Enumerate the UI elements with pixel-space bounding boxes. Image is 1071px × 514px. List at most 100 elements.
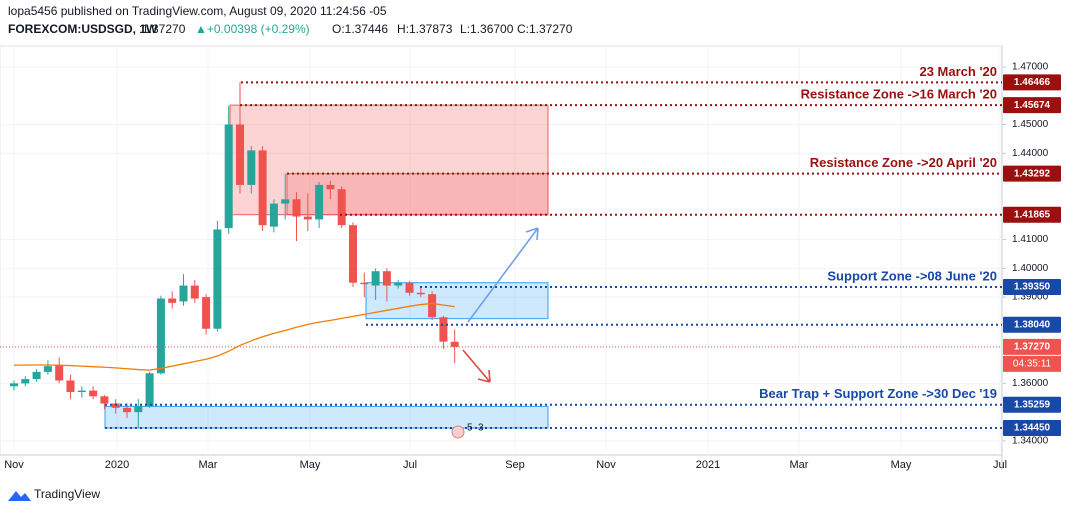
candle-body: [123, 407, 131, 413]
level-label-box: [1003, 338, 1061, 355]
level-label: 1.35259: [1014, 399, 1051, 410]
open: O:1.37446: [332, 22, 388, 36]
candle-body: [428, 294, 437, 318]
candle-body: [134, 406, 143, 413]
y-tick-label: 1.41000: [1012, 234, 1049, 245]
event-count: 3: [478, 423, 484, 434]
candle-body: [236, 124, 244, 185]
candle-body: [32, 371, 41, 380]
candle-body: [371, 271, 380, 286]
candle-body: [258, 150, 267, 226]
event-icon: [451, 425, 465, 439]
candle-body: [382, 271, 391, 286]
low: L:1.36700: [460, 22, 514, 36]
zone: [286, 173, 549, 216]
level-label: 1.41865: [1014, 209, 1051, 220]
x-tick-label: 2020: [105, 459, 129, 471]
candle-body: [77, 390, 86, 393]
close: C:1.37270: [517, 22, 573, 36]
candle-body: [66, 380, 75, 393]
y-tick-label: 1.45000: [1012, 119, 1049, 130]
moving-average: [13, 302, 455, 371]
x-tick-label: Nov: [596, 459, 616, 471]
countdown: 04:35:11: [1013, 358, 1052, 369]
candle-body: [450, 341, 459, 347]
tv-logo: [8, 491, 31, 501]
level-label: 1.46466: [1014, 77, 1051, 88]
y-tick-label: 1.34000: [1012, 436, 1049, 447]
candle-body: [439, 317, 448, 342]
published: lopa5456 published on TradingView.com, A…: [8, 4, 387, 18]
candle-body: [202, 297, 211, 329]
candle-body: [303, 216, 312, 220]
y-tick-label: 1.40000: [1012, 263, 1049, 274]
level-label: 1.43292: [1014, 168, 1051, 179]
candle-body: [100, 396, 109, 404]
x-tick-label: Sep: [505, 459, 525, 471]
candle-body: [247, 150, 256, 185]
candle-body: [21, 379, 30, 384]
level-label-box: [1003, 279, 1061, 296]
change: ▲+0.00398 (+0.29%): [195, 22, 310, 36]
y-tick-label: 1.39000: [1012, 292, 1049, 303]
y-tick-label: 1.44000: [1012, 148, 1049, 159]
annotation: Bear Trap + Support Zone ->30 Dec '19: [759, 386, 997, 401]
candle-body: [43, 366, 52, 372]
level-label: 1.39350: [1014, 282, 1051, 293]
candle-body: [394, 282, 403, 286]
level-label-box: [1003, 74, 1061, 91]
x-tick-label: Nov: [4, 459, 24, 471]
candle-body: [10, 383, 18, 387]
high: H:1.37873: [397, 22, 453, 36]
candle-body: [315, 184, 324, 220]
candle-body: [269, 203, 278, 227]
level-label: 1.45674: [1014, 100, 1051, 111]
x-tick-label: Mar: [199, 459, 218, 471]
x-tick-label: May: [891, 459, 912, 471]
candle-body: [416, 292, 425, 295]
event-count: 5: [467, 423, 473, 434]
y-tick-label: 1.36000: [1012, 378, 1049, 389]
x-tick-label: Jul: [403, 459, 417, 471]
y-tick-label: 1.47000: [1012, 62, 1049, 73]
annotation: Support Zone ->08 June '20: [827, 268, 997, 283]
brand: TradingView: [34, 487, 100, 501]
level-label-box: [1003, 206, 1061, 223]
countdown-box: [1003, 355, 1061, 372]
down-arrow: [462, 349, 491, 383]
level-label-box: [1003, 396, 1061, 413]
level-label: 1.34450: [1014, 423, 1051, 434]
last: 1.37270: [142, 22, 186, 36]
level-label-box: [1003, 165, 1061, 182]
symbol: FOREXCOM:USDSGD, 1W: [8, 22, 158, 36]
level-label-box: [1003, 316, 1061, 333]
x-tick-label: Mar: [790, 459, 809, 471]
candle-body: [213, 229, 222, 329]
candle-body: [55, 364, 64, 381]
level-label: 1.38040: [1014, 319, 1051, 330]
x-tick-label: 2021: [696, 459, 720, 471]
candle-body: [156, 298, 165, 374]
candle-body: [224, 124, 233, 229]
candle-body: [292, 199, 301, 217]
candle-body: [360, 282, 369, 285]
candle-body: [190, 285, 199, 299]
annotation: 23 March '20: [919, 64, 997, 79]
zone: [229, 104, 549, 216]
level-label: 1.37270: [1014, 341, 1051, 352]
level-label-box: [1003, 419, 1061, 436]
annotation: Resistance Zone ->20 April '20: [810, 155, 997, 170]
candle-body: [179, 285, 188, 302]
candle-body: [337, 189, 346, 226]
candle-body: [405, 282, 414, 293]
candle-body: [326, 184, 335, 190]
candle-body: [281, 199, 290, 204]
candle-body: [168, 298, 177, 303]
zone: [365, 282, 549, 320]
candle-body: [349, 225, 357, 283]
candle-body: [145, 373, 154, 407]
x-tick-label: Jul: [993, 459, 1007, 471]
x-tick-label: May: [300, 459, 321, 471]
